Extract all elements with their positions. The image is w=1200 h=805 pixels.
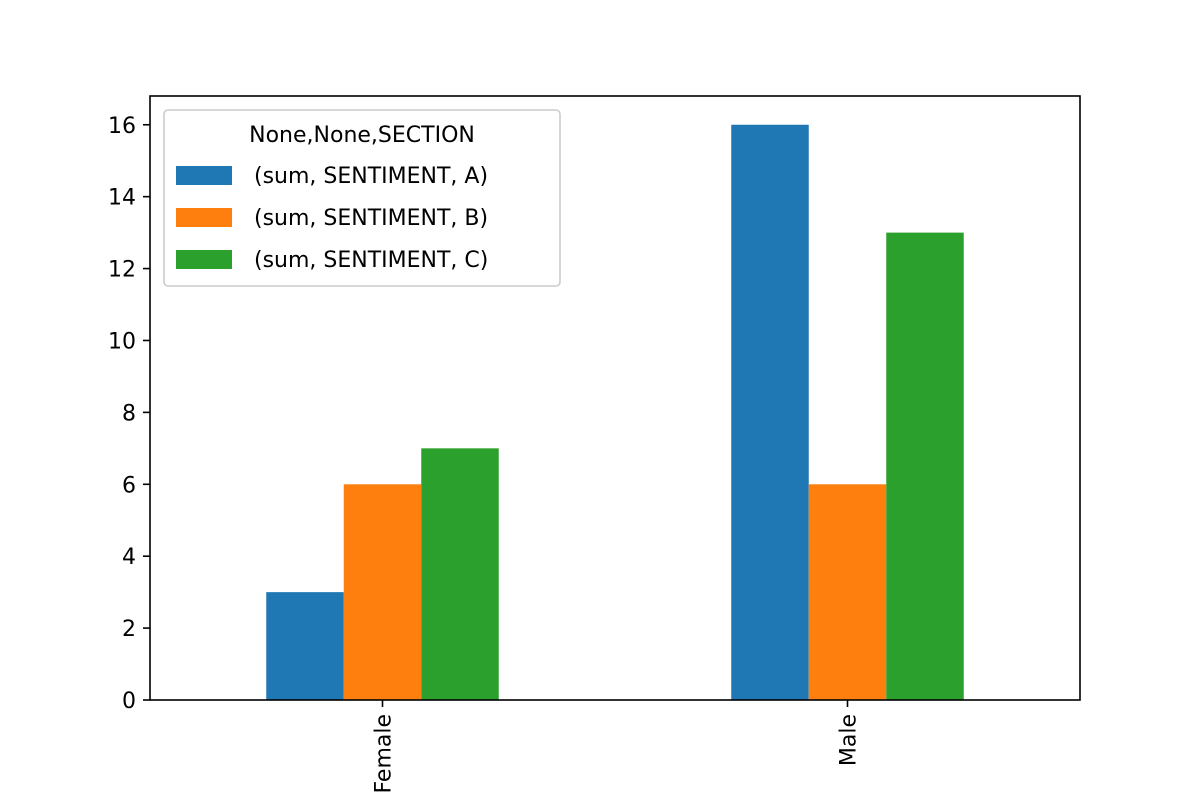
bar-female-series-1	[343, 484, 422, 700]
plot-frame	[149, 95, 1081, 701]
y-tick-label: 4	[122, 545, 136, 570]
x-tick-label-male: Male	[837, 714, 862, 766]
legend-swatch-1	[176, 208, 232, 227]
bars-layer	[266, 124, 964, 700]
x-tick-label-female: Female	[372, 714, 397, 794]
legend-label-1: (sum, SENTIMENT, B)	[254, 206, 488, 231]
legend-frame	[163, 109, 561, 287]
bar-male-series-2	[886, 232, 964, 700]
legend: None,None,SECTION (sum, SENTIMENT, A) (su…	[163, 109, 561, 287]
y-tick-label: 8	[122, 401, 136, 426]
bar-male-series-1	[808, 484, 887, 700]
legend-swatch-2	[176, 250, 232, 269]
x-axis: Female Male	[372, 700, 862, 794]
y-tick-label: 2	[122, 617, 136, 642]
y-tick-label: 12	[108, 258, 136, 283]
y-axis: 0 2 4 6 8 10 12 14 16	[108, 114, 150, 714]
bar-female-series-2	[421, 448, 499, 700]
y-tick-label: 10	[108, 329, 136, 354]
bar-female-series-0	[266, 592, 344, 700]
bar-male-series-0	[731, 124, 809, 700]
y-tick-label: 0	[122, 689, 136, 714]
legend-label-2: (sum, SENTIMENT, C)	[254, 248, 488, 273]
y-tick-label: 16	[108, 114, 136, 139]
legend-title: None,None,SECTION	[249, 123, 475, 148]
y-tick-label: 14	[108, 186, 136, 211]
y-tick-label: 6	[122, 473, 136, 498]
legend-label-0: (sum, SENTIMENT, A)	[254, 164, 488, 189]
legend-swatch-0	[176, 166, 232, 185]
